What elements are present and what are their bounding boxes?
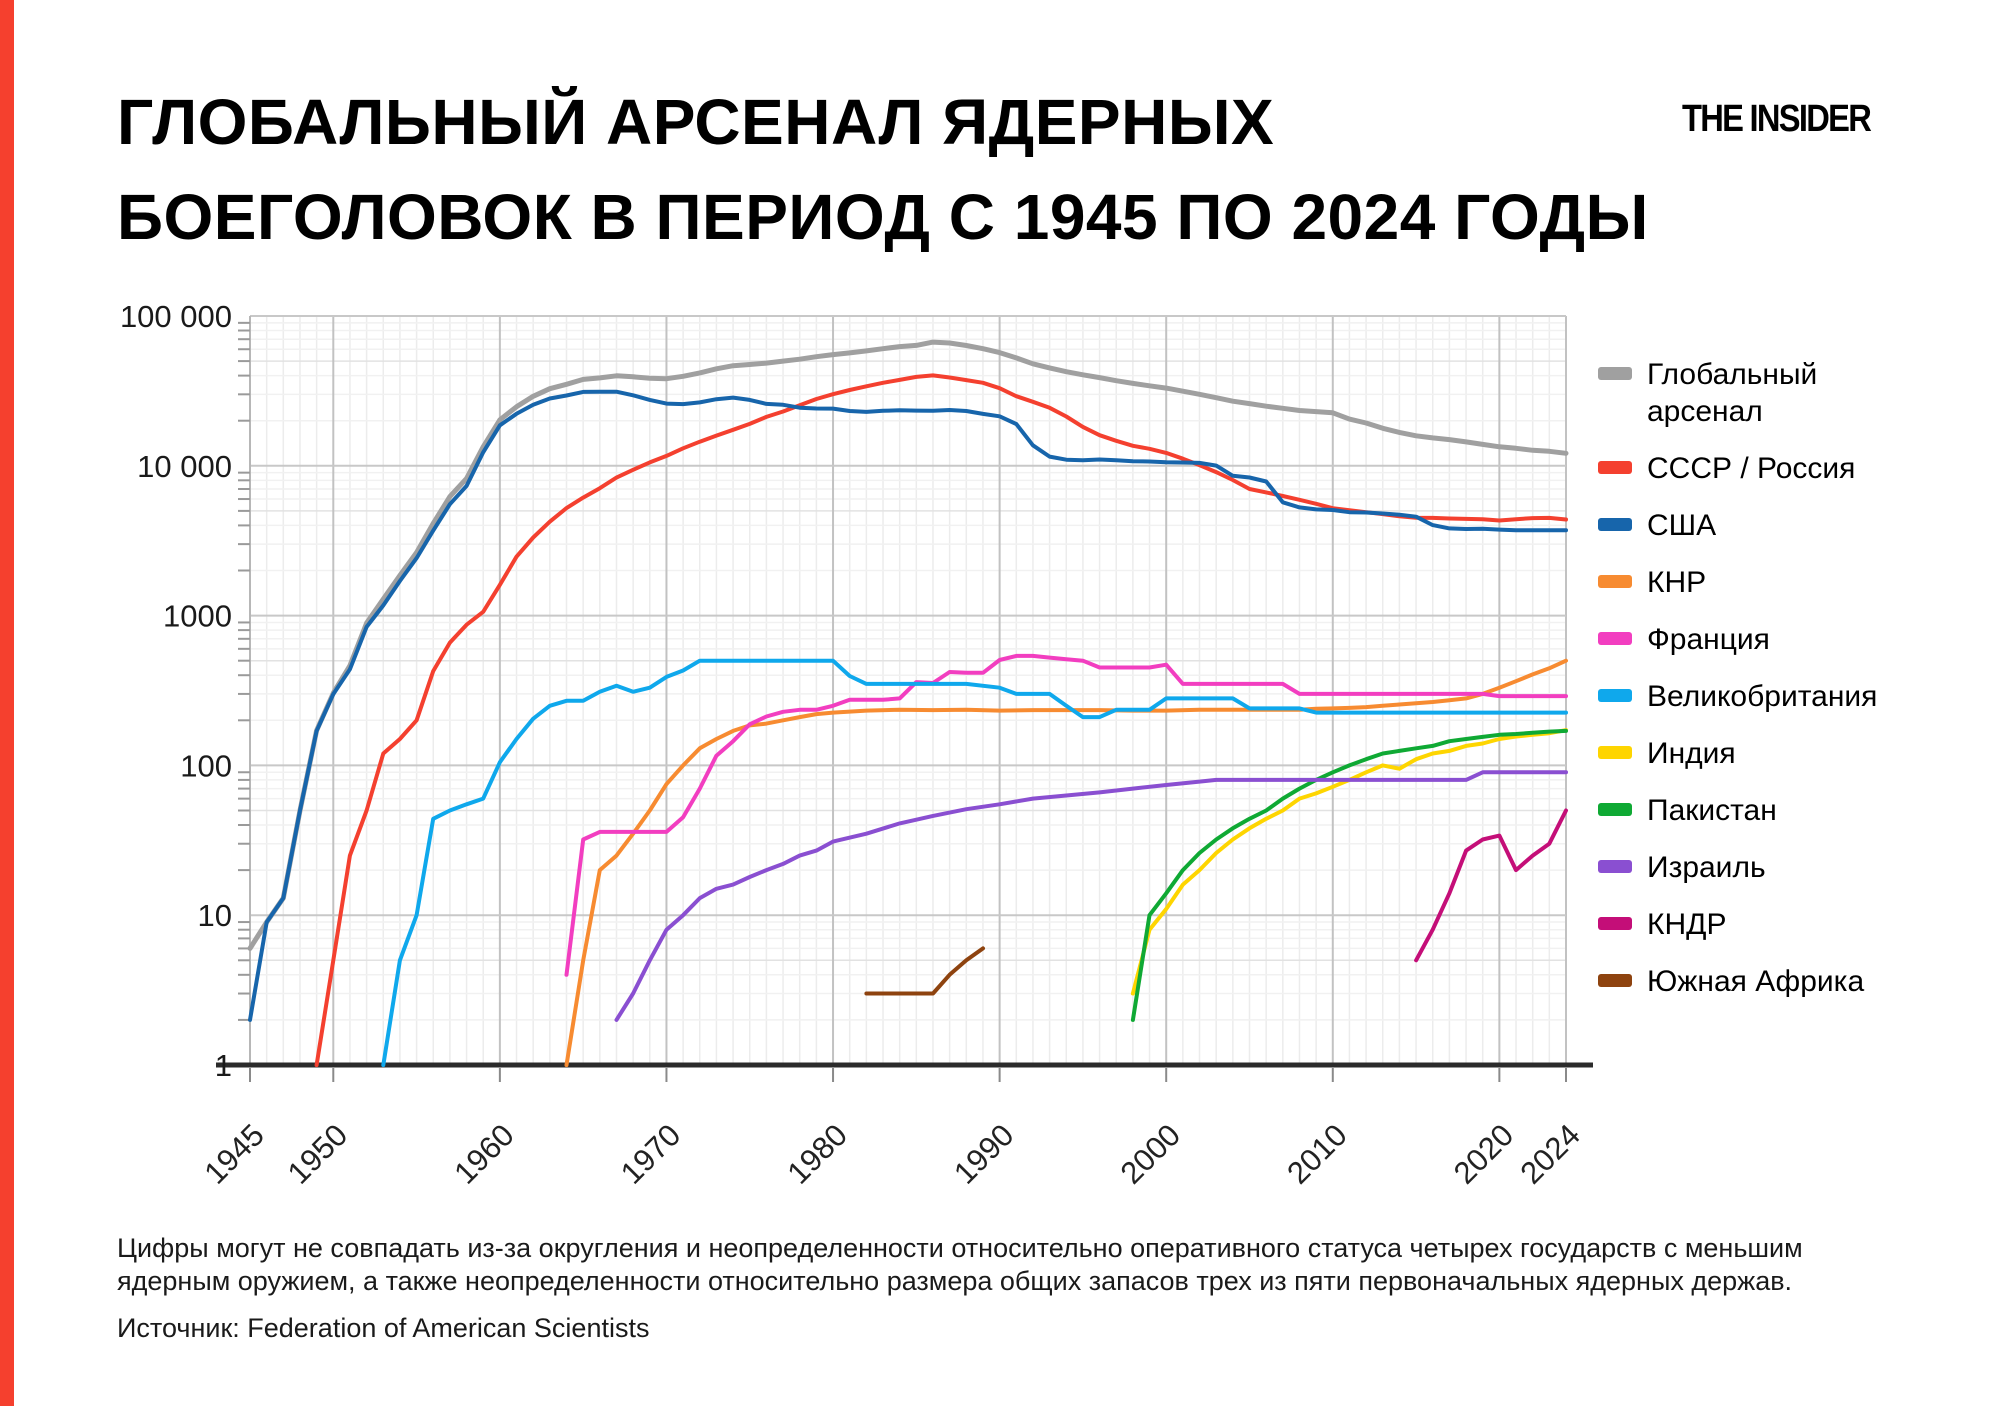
legend-label-north_korea: КНДР (1647, 908, 1727, 941)
legend-swatch-usa (1598, 518, 1632, 531)
legend-swatch-north_korea (1598, 917, 1632, 930)
the-insider-logo: THE INSIDER (1682, 98, 1872, 140)
series-line-usa (248, 389, 1568, 1022)
legend-item-uk: Великобритания (1598, 678, 1978, 715)
legend-item-south_africa: Южная Африка (1598, 963, 1978, 1000)
legend-item-pakistan: Пакистан (1598, 792, 1978, 829)
series-line-israel (614, 770, 1568, 1022)
legend-label-india: Индия (1647, 737, 1736, 770)
page-title-line1: ГЛОБАЛЬНЫЙ АРСЕНАЛ ЯДЕРНЫХ (117, 86, 1275, 158)
legend-item-usa: США (1598, 507, 1978, 544)
x-tick-label: 1970 (614, 1117, 688, 1191)
y-tick-label: 1 (215, 1048, 232, 1083)
legend-swatch-uk (1598, 689, 1632, 702)
legend-label-israel: Израиль (1647, 851, 1766, 884)
y-tick-label: 10 (198, 898, 232, 933)
x-tick-label: 2020 (1447, 1117, 1521, 1191)
footnote-line2: ядерным оружием, а также неопределенност… (117, 1266, 1793, 1296)
legend-swatch-south_africa (1598, 974, 1632, 987)
x-tick-label: 1950 (281, 1117, 355, 1191)
legend-label-global: Глобальный арсенал (1647, 358, 1818, 428)
legend-swatch-france (1598, 632, 1632, 645)
y-tick-label: 10 000 (137, 449, 232, 484)
legend-label-france: Франция (1647, 623, 1770, 656)
legend-swatch-china (1598, 575, 1632, 588)
legend-item-india: Индия (1598, 735, 1978, 772)
legend-swatch-pakistan (1598, 803, 1632, 816)
series-line-south_africa (864, 946, 985, 996)
series-line-france (564, 653, 1568, 977)
page-title: ГЛОБАЛЬНЫЙ АРСЕНАЛ ЯДЕРНЫХ БОЕГОЛОВОК В … (117, 75, 1649, 265)
legend-label-usa: США (1647, 509, 1717, 542)
legend-item-china: КНР (1598, 564, 1978, 601)
x-tick-label: 1960 (447, 1117, 521, 1191)
x-tick-label: 1945 (197, 1117, 271, 1191)
legend-item-israel: Израиль (1598, 849, 1978, 886)
legend-item-global: Глобальный арсенал (1598, 356, 1978, 430)
legend-swatch-india (1598, 746, 1632, 759)
y-tick-label: 100 000 (120, 299, 232, 334)
minor-gridlines (250, 316, 1566, 1065)
y-tick-label: 1000 (163, 599, 232, 634)
accent-bar (0, 0, 14, 1406)
legend-item-ussr_russia: СССР / Россия (1598, 450, 1978, 487)
footnote: Цифры могут не совпадать из-за округлени… (117, 1232, 1803, 1345)
data-series (247, 339, 1569, 1067)
footnote-line1: Цифры могут не совпадать из-за округлени… (117, 1233, 1803, 1263)
axes (216, 316, 1593, 1068)
legend-label-china: КНР (1647, 566, 1707, 599)
x-tick-label: 1990 (947, 1117, 1021, 1191)
chart-legend: Глобальный арсенал СССР / Россия США КНР Фра… (1598, 356, 1978, 1020)
series-line-china (564, 658, 1568, 1067)
series-line-north_korea (1414, 808, 1568, 963)
legend-label-ussr_russia: СССР / Россия (1647, 452, 1856, 485)
legend-item-north_korea: КНДР (1598, 906, 1978, 943)
legend-label-uk: Великобритания (1647, 680, 1878, 713)
y-axis-labels: 1 10 100 1000 10 000 100 000 (120, 299, 232, 1083)
x-tick-label: 2000 (1114, 1117, 1188, 1191)
series-line-uk (381, 658, 1568, 1067)
x-tick-label: 2010 (1280, 1117, 1354, 1191)
x-tick-label: 2024 (1513, 1117, 1587, 1191)
legend-swatch-ussr_russia (1598, 461, 1632, 474)
y-tick-label: 100 (180, 748, 232, 783)
legend-item-france: Франция (1598, 621, 1978, 658)
legend-label-south_africa: Южная Африка (1647, 965, 1865, 998)
series-line-global (247, 339, 1569, 951)
legend-swatch-israel (1598, 860, 1632, 873)
x-tick-label: 1980 (780, 1117, 854, 1191)
page-title-line2: БОЕГОЛОВОК В ПЕРИОД С 1945 ПО 2024 ГОДЫ (117, 181, 1649, 253)
source-note: Источник: Federation of American Scienti… (117, 1313, 650, 1343)
legend-swatch-global (1598, 367, 1632, 380)
legend-label-pakistan: Пакистан (1647, 794, 1777, 827)
series-line-pakistan (1130, 728, 1568, 1022)
